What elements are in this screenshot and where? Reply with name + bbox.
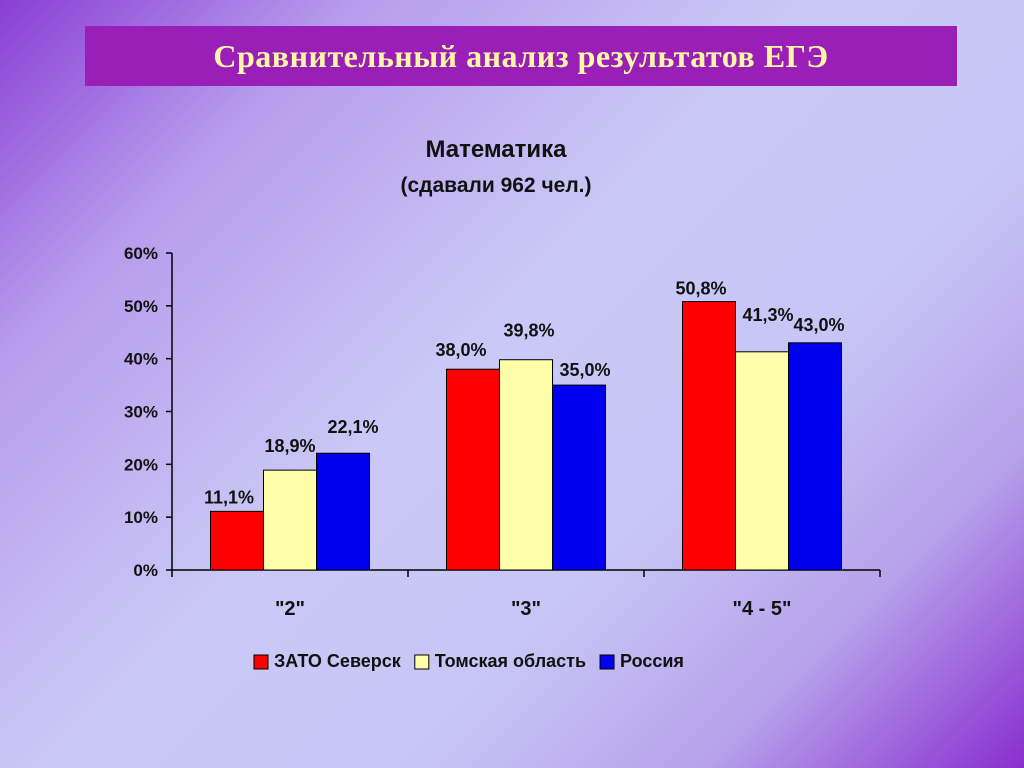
- legend-label: Томская область: [435, 651, 586, 671]
- data-label: 38,0%: [435, 340, 486, 360]
- bar: [682, 301, 736, 571]
- legend-swatch: [599, 654, 615, 670]
- bar: [316, 452, 370, 571]
- data-label: 41,3%: [742, 305, 793, 325]
- y-tick-label: 40%: [124, 350, 158, 369]
- data-label: 22,1%: [327, 417, 378, 437]
- legend-swatch: [253, 654, 269, 670]
- y-tick-label: 0%: [133, 561, 158, 580]
- bar: [499, 359, 553, 571]
- y-tick-label: 50%: [124, 297, 158, 316]
- bar: [552, 384, 606, 571]
- y-tick-label: 10%: [124, 508, 158, 527]
- slide-title-bar: Сравнительный анализ результатов ЕГЭ: [85, 26, 957, 86]
- legend-label: ЗАТО Северск: [274, 651, 402, 671]
- chart-subtitle: (сдавали 962 чел.): [401, 174, 592, 197]
- category-label: "2": [275, 598, 305, 620]
- bar: [788, 342, 842, 571]
- data-label: 43,0%: [793, 315, 844, 335]
- y-tick-label: 60%: [124, 244, 158, 263]
- data-label: 35,0%: [559, 360, 610, 380]
- bar: [446, 368, 500, 571]
- legend-label: Россия: [620, 651, 684, 671]
- data-label: 11,1%: [204, 487, 254, 507]
- chart-title: Математика: [425, 136, 567, 163]
- legend-swatch: [414, 654, 430, 670]
- bar: [735, 351, 789, 571]
- slide-title: Сравнительный анализ результатов ЕГЭ: [213, 37, 829, 74]
- data-label: 50,8%: [675, 279, 726, 299]
- y-tick-label: 20%: [124, 455, 158, 474]
- bar: [210, 510, 264, 571]
- bar: [263, 469, 317, 571]
- y-tick-label: 30%: [124, 403, 158, 422]
- category-label: "3": [511, 598, 541, 620]
- data-label: 39,8%: [503, 321, 554, 341]
- data-label: 18,9%: [264, 436, 315, 456]
- category-label: "4 - 5": [733, 598, 792, 620]
